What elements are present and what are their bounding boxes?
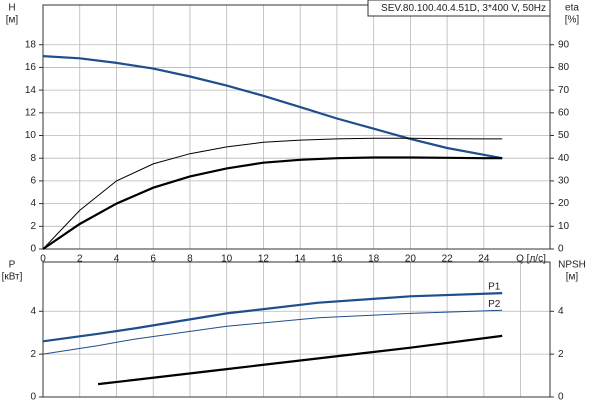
y2-tick-label: 60 xyxy=(558,107,570,118)
y-tick-label: 4 xyxy=(30,198,36,209)
series-line xyxy=(42,156,503,250)
y-tick-label: 0 xyxy=(30,392,36,400)
y-tick-label: 14 xyxy=(25,85,37,96)
y-axis-unit: [кВт] xyxy=(2,272,23,283)
y-tick-label: 18 xyxy=(25,39,37,50)
x-tick-label: 24 xyxy=(478,254,490,265)
x-tick-label: 6 xyxy=(150,254,156,265)
y-tick-label: 10 xyxy=(25,130,37,141)
y2-tick-label: 70 xyxy=(558,85,570,96)
x-tick-label: 14 xyxy=(295,254,307,265)
x-tick-label: 12 xyxy=(258,254,270,265)
x-tick-label: 18 xyxy=(368,254,380,265)
title-box xyxy=(367,0,551,17)
y-tick-label: 0 xyxy=(30,244,36,255)
series-label: P2 xyxy=(488,299,501,310)
series-line xyxy=(42,137,503,250)
y-tick-label: 12 xyxy=(25,107,37,118)
series-line xyxy=(97,334,503,386)
x-tick-label: 16 xyxy=(331,254,343,265)
y2-tick-label: 50 xyxy=(558,130,570,141)
x-tick-label: 2 xyxy=(77,254,83,265)
y-tick-label: 16 xyxy=(25,62,37,73)
plot-frame xyxy=(42,4,551,250)
y2-tick-label: 2 xyxy=(558,349,564,360)
plot-frame xyxy=(42,261,551,398)
x-tick-label: 10 xyxy=(221,254,233,265)
y2-tick-label: 30 xyxy=(558,176,570,187)
x-tick-label: 20 xyxy=(405,254,417,265)
y2-axis-unit: [м] xyxy=(566,272,579,283)
series-label: P1 xyxy=(488,282,501,293)
y2-tick-label: 4 xyxy=(558,306,564,317)
y-tick-label: 2 xyxy=(30,349,36,360)
y2-tick-label: 10 xyxy=(558,221,570,232)
y-tick-label: 2 xyxy=(30,221,36,232)
y2-tick-label: 0 xyxy=(558,392,564,400)
x-tick-label: 8 xyxy=(187,254,193,265)
y-axis-label: H xyxy=(8,3,15,14)
x-tick-label: 0 xyxy=(40,254,46,265)
y2-axis-label: eta xyxy=(565,3,579,14)
y-tick-label: 8 xyxy=(30,153,36,164)
x-axis-label: Q [л/с] xyxy=(516,254,546,265)
x-tick-label: 4 xyxy=(114,254,120,265)
y-tick-label: 4 xyxy=(30,306,36,317)
y-tick-label: 6 xyxy=(30,176,36,187)
y-axis-unit: [м] xyxy=(6,15,19,26)
y2-tick-label: 80 xyxy=(558,62,570,73)
chart-title: SEV.80.100.40.4.51D, 3*400 V, 50Hz xyxy=(381,3,546,14)
y2-tick-label: 0 xyxy=(558,244,564,255)
y-axis-label: P xyxy=(9,260,16,271)
y2-tick-label: 20 xyxy=(558,198,570,209)
y2-axis-label: NPSH xyxy=(558,260,586,271)
series-line xyxy=(42,292,503,343)
series-line xyxy=(42,309,503,355)
y2-axis-unit: [%] xyxy=(565,15,580,26)
x-tick-label: 22 xyxy=(442,254,454,265)
y2-tick-label: 40 xyxy=(558,153,570,164)
series-line xyxy=(42,55,503,160)
y2-tick-label: 90 xyxy=(558,39,570,50)
